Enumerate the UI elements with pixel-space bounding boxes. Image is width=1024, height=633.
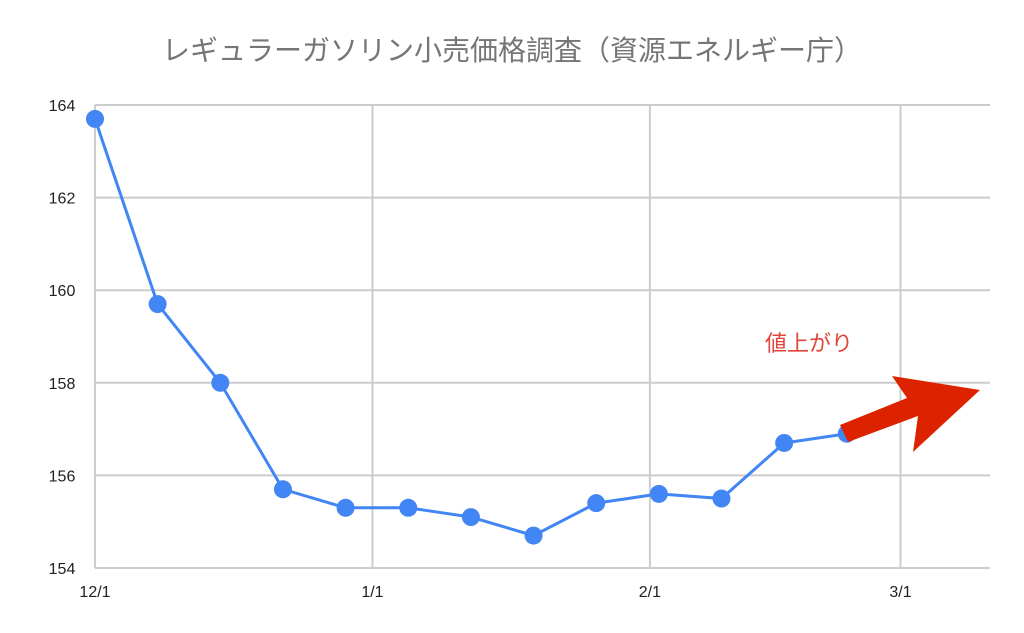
y-tick-label: 158	[49, 376, 76, 393]
data-point	[86, 109, 104, 128]
data-point	[336, 498, 355, 517]
y-tick-label: 160	[49, 283, 76, 300]
y-tick-label: 156	[49, 468, 76, 485]
y-tick-label: 162	[49, 191, 76, 208]
y-tick-label: 164	[49, 98, 76, 115]
data-point	[399, 498, 418, 517]
data-point	[461, 508, 480, 527]
annotation-label: 値上がり	[765, 332, 853, 357]
y-tick-label: 154	[49, 561, 76, 578]
data-point	[587, 494, 606, 513]
data-point	[211, 373, 230, 392]
data-point	[273, 480, 292, 499]
data-point	[712, 489, 731, 508]
series-line	[93, 118, 848, 538]
x-tick-label: 1/1	[361, 584, 383, 601]
x-tick-label: 3/1	[889, 584, 911, 601]
up-arrow-icon	[840, 376, 980, 452]
x-tick-label: 2/1	[639, 584, 661, 601]
data-point	[775, 433, 794, 452]
data-point	[524, 526, 543, 545]
data-point	[649, 484, 668, 503]
chart-title: レギュラーガソリン小売価格調査（資源エネルギー庁）	[162, 34, 862, 67]
x-tick-label: 12/1	[79, 584, 110, 601]
data-point	[148, 295, 167, 314]
